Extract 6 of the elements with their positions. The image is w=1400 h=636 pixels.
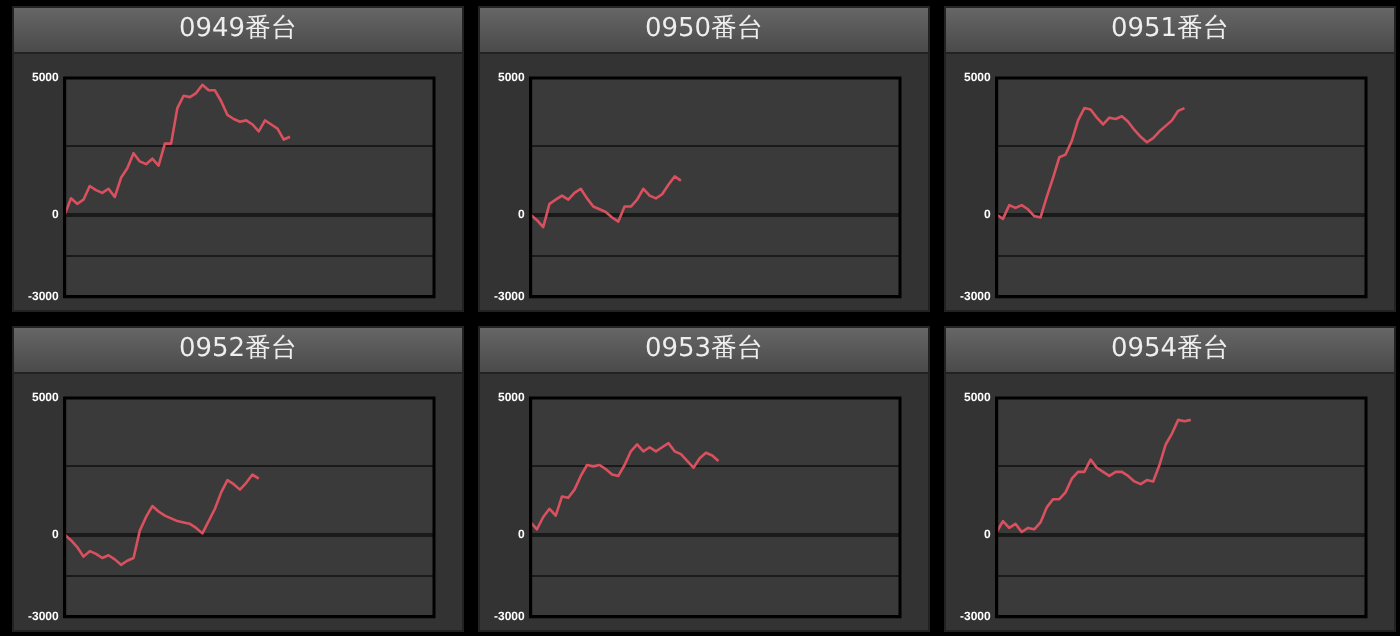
chart-title: 0950番台 [480,8,928,54]
chart-title: 0953番台 [480,328,928,374]
chart-title: 0951番台 [946,8,1394,54]
chart-title: 0952番台 [14,328,462,374]
chart-title: 0949番台 [14,8,462,54]
chart-title: 0954番台 [946,328,1394,374]
